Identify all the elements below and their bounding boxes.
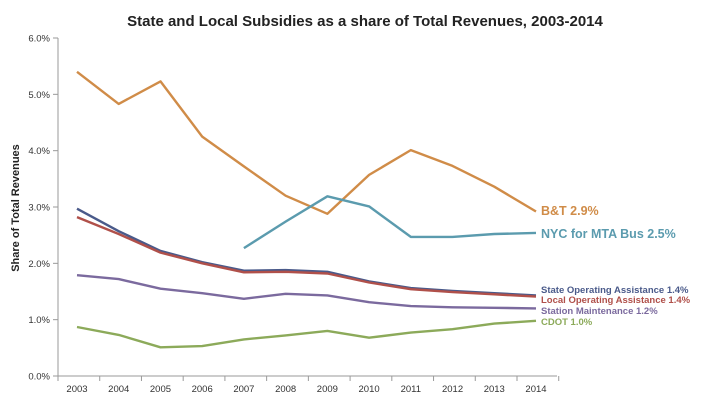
y-tick-label: 0.0% — [28, 372, 50, 383]
series-label-4: Local Operating Assistance 1.4% — [541, 295, 691, 306]
y-tick-label: 6.0% — [28, 34, 50, 45]
x-tick-label: 2005 — [150, 384, 171, 395]
y-tick-label: 1.0% — [28, 315, 50, 326]
x-tick-label: 2013 — [484, 384, 505, 395]
x-tick-label: 2012 — [442, 384, 463, 395]
series-line-3 — [76, 207, 537, 297]
x-tick-label: 2006 — [192, 384, 213, 395]
series-line-1 — [76, 70, 537, 215]
series-line-5 — [76, 274, 537, 310]
y-tick-label: 5.0% — [28, 90, 50, 101]
y-tick-label: 3.0% — [28, 203, 50, 214]
chart-title: State and Local Subsidies as a share of … — [127, 13, 603, 30]
x-tick-label: 2007 — [233, 384, 254, 395]
x-tick-label: 2004 — [108, 384, 129, 395]
x-tick-label: 2011 — [401, 384, 421, 395]
y-tick-label: 2.0% — [28, 259, 50, 270]
series-label-1: B&T 2.9% — [541, 204, 599, 218]
axes: 0.0% 1.0% 2.0% 3.0% 4.0% 5.0% 6.0% 2003 2004 2005… — [28, 34, 560, 395]
series-line-4 — [76, 215, 537, 298]
y-tick-label: 4.0% — [28, 146, 50, 157]
series-labels: B&T 2.9% NYC for MTA Bus 2.5% State Operat… — [541, 204, 691, 328]
series-label-2: NYC for MTA Bus 2.5% — [541, 227, 676, 241]
x-tick-label: 2010 — [359, 384, 380, 395]
series-label-5: Station Maintenance 1.2% — [541, 306, 658, 317]
series-line-6 — [76, 319, 537, 349]
x-tick-label: 2009 — [317, 384, 338, 395]
series-line-2 — [243, 195, 537, 250]
series-label-6: CDOT 1.0% — [541, 317, 593, 328]
x-tick-label: 2003 — [66, 384, 87, 395]
x-tick-label: 2014 — [525, 384, 546, 395]
series-label-3: State Operating Assistance 1.4% — [541, 285, 689, 296]
y-axis-label: Share of Total Revenues — [10, 144, 22, 272]
x-tick-label: 2008 — [275, 384, 296, 395]
plot-lines — [76, 70, 537, 349]
